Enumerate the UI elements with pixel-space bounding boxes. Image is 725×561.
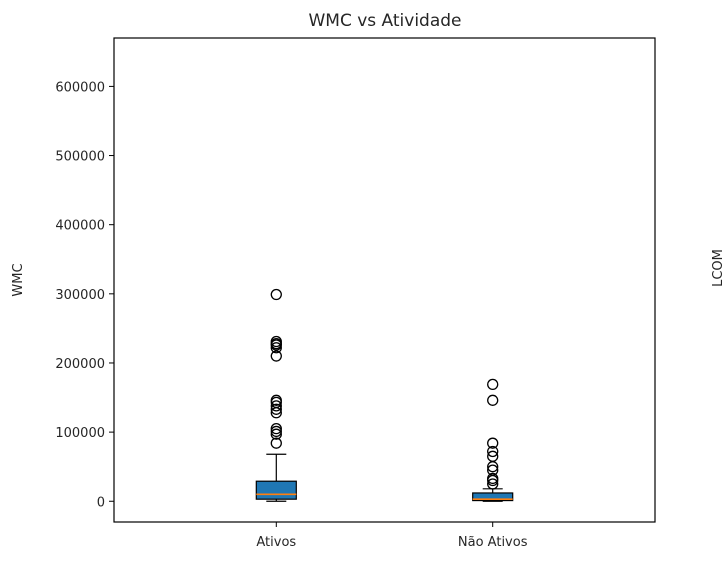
axes-frame [113,37,656,523]
outlier-point [487,464,499,476]
outlier-point [270,342,282,354]
outlier-point [487,445,499,458]
x-tick-label: Ativos [256,535,296,550]
y-axis-label: WMC [11,263,26,296]
y-tick-label: 100000 [55,426,105,441]
outlier-point [270,403,282,415]
outlier-point [487,378,499,391]
y-tick-label: 400000 [55,219,105,234]
y-tick-label: 200000 [55,357,105,372]
y-tick-label: 0 [97,495,105,510]
y-tick-label: 500000 [55,150,105,165]
outlier-point [487,472,499,485]
chart-title: WMC vs Atividade [308,11,461,31]
outlier-point [487,450,499,462]
box-iqr [472,492,514,502]
outlier-point [270,400,282,412]
outlier-point [270,288,282,301]
outlier-point [270,394,282,406]
outlier-point [487,478,499,490]
outlier-point [487,437,499,449]
plot-area: 0 100000 200000 300000 400000 500000 600000 Ati… [55,37,656,550]
outlier-point [487,394,499,406]
outlier-point [270,428,282,440]
outlier-point [270,423,282,435]
clipped-adjacent-axis-label: LCOM [711,249,725,287]
outlier-point [270,335,282,348]
box-iqr [255,480,297,500]
y-tick-label: 600000 [55,80,105,95]
y-tick-label: 300000 [55,288,105,303]
x-tick-label: Não Ativos [458,535,528,550]
outlier-point [270,425,282,438]
outlier-point [270,350,282,362]
outlier-point [270,437,282,449]
